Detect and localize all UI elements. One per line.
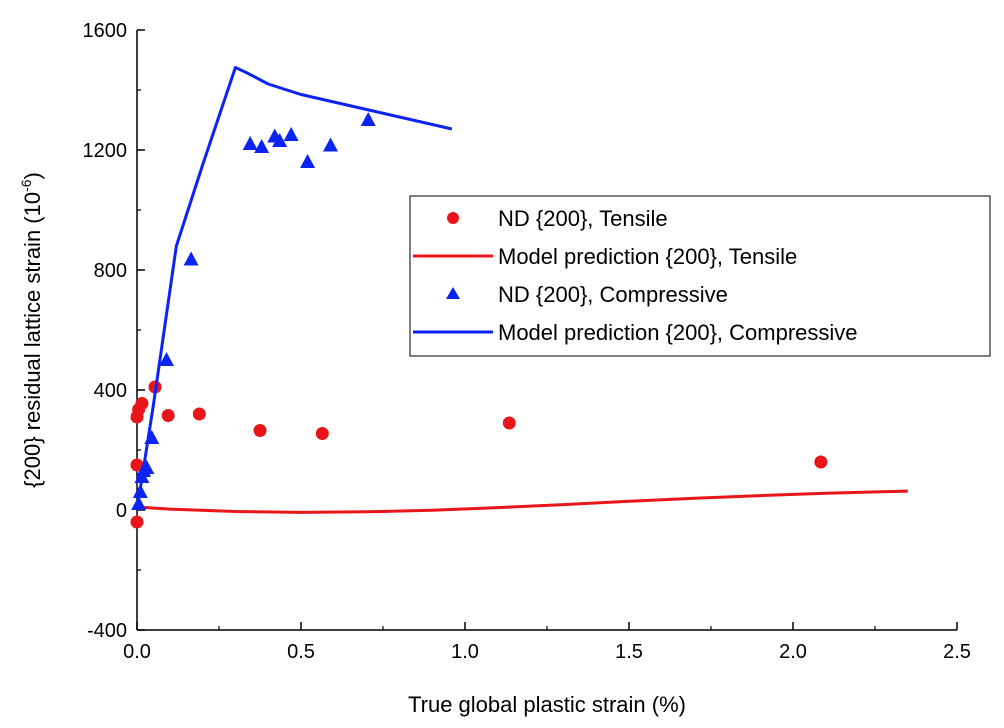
- series-line: [135, 66, 453, 511]
- y-tick-label: 0: [116, 500, 127, 522]
- legend-marker-triangle: [446, 287, 460, 299]
- x-tick-label: 0.0: [123, 641, 151, 663]
- legend-label: ND {200}, Compressive: [498, 282, 728, 307]
- x-axis-title: True global plastic strain (%): [408, 692, 686, 717]
- series-line: [136, 489, 908, 514]
- data-point-circle: [161, 409, 175, 422]
- data-point-triangle: [254, 139, 270, 153]
- y-tick-label: 400: [94, 380, 127, 402]
- series-layer: [130, 66, 908, 529]
- y-axis-title-main: {200} residual lattice strain (10: [20, 192, 45, 488]
- data-point-circle: [130, 515, 144, 529]
- data-point-triangle: [323, 137, 339, 152]
- y-axis-title-tail: ): [20, 172, 45, 179]
- series-3: [135, 66, 453, 511]
- x-tick-label: 2.0: [779, 641, 807, 663]
- data-point-circle: [814, 455, 828, 469]
- legend-item-tensile-model: Model prediction {200}, Tensile: [413, 244, 797, 269]
- legend-item-compressive-model: Model prediction {200}, Compressive: [413, 320, 858, 345]
- data-point-circle: [315, 427, 329, 440]
- y-tick-label: 800: [94, 260, 127, 282]
- legend-label: Model prediction {200}, Tensile: [498, 244, 797, 269]
- data-point-circle: [130, 458, 144, 472]
- series-1: [136, 489, 908, 514]
- x-ticks: 0.0 0.5 1.0 1.5 2.0 2.5: [123, 622, 971, 663]
- y-tick-label: 1200: [83, 140, 128, 162]
- x-tick-label: 0.5: [287, 641, 315, 663]
- legend-item-compressive-data: ND {200}, Compressive: [446, 282, 728, 307]
- data-point-circle: [253, 424, 267, 437]
- legend: ND {200}, Tensile Model prediction {200}…: [409, 195, 991, 357]
- legend-label: ND {200}, Tensile: [498, 206, 668, 231]
- data-point-triangle: [183, 251, 199, 266]
- legend-marker-circle: [447, 212, 459, 224]
- y-axis-title: {200} residual lattice strain (10-6): [18, 172, 45, 488]
- data-point-triangle: [242, 136, 258, 150]
- y-tick-label: 1600: [83, 20, 128, 42]
- data-point-triangle: [360, 112, 376, 126]
- legend-label: Model prediction {200}, Compressive: [498, 320, 858, 345]
- data-point-triangle: [272, 133, 288, 147]
- legend-item-tensile-data: ND {200}, Tensile: [447, 206, 668, 231]
- y-tick-label: -400: [87, 620, 127, 642]
- data-point-triangle: [300, 154, 316, 168]
- x-tick-label: 2.5: [943, 641, 971, 663]
- y-ticks: -400 0 400 800 1200 1600: [83, 20, 145, 642]
- data-point-circle: [135, 397, 149, 410]
- data-point-circle: [502, 416, 516, 430]
- data-point-triangle: [159, 352, 175, 366]
- x-tick-label: 1.0: [451, 641, 479, 663]
- data-point-circle: [192, 407, 206, 421]
- y-axis-title-superscript: -6: [18, 179, 34, 192]
- x-tick-label: 1.5: [615, 641, 643, 663]
- series-0: [130, 380, 828, 529]
- data-point-triangle: [283, 127, 299, 141]
- legend-box: [409, 195, 991, 357]
